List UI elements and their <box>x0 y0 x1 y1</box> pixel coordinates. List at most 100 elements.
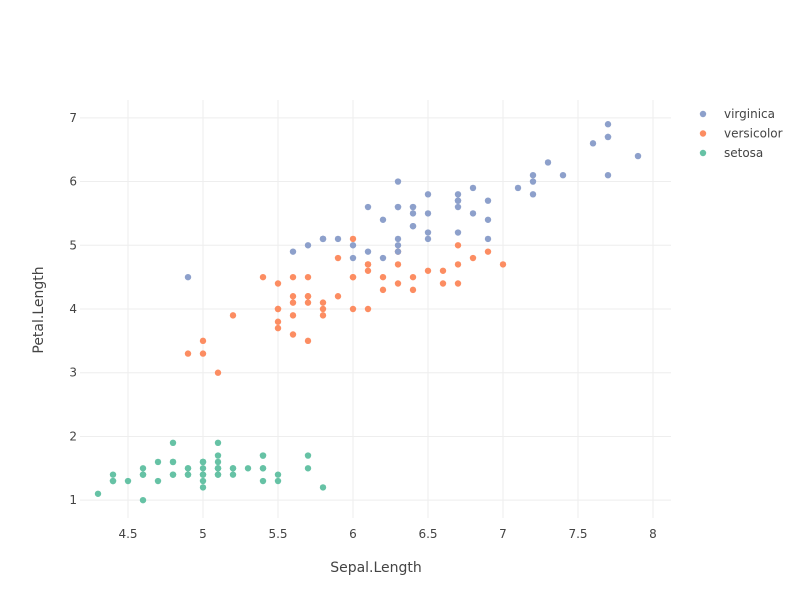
setosa-point[interactable] <box>214 452 222 459</box>
virginica-point[interactable] <box>184 273 192 281</box>
versicolor-point[interactable] <box>289 273 297 281</box>
virginica-point[interactable] <box>424 210 432 217</box>
virginica-point[interactable] <box>349 254 357 262</box>
virginica-point[interactable] <box>424 235 432 243</box>
virginica-point[interactable] <box>604 171 612 179</box>
versicolor-point[interactable] <box>364 261 372 268</box>
setosa-point[interactable] <box>169 471 177 478</box>
versicolor-point[interactable] <box>289 293 297 300</box>
virginica-point[interactable] <box>514 184 522 192</box>
legend-item-setosa[interactable]: setosa <box>699 146 763 160</box>
setosa-point[interactable] <box>139 465 147 472</box>
virginica-point[interactable] <box>484 216 492 223</box>
virginica-point[interactable] <box>409 222 417 230</box>
versicolor-point[interactable] <box>304 299 312 306</box>
setosa-point[interactable] <box>124 477 132 485</box>
setosa-point[interactable] <box>259 477 267 485</box>
versicolor-point[interactable] <box>214 369 222 376</box>
setosa-point[interactable] <box>199 471 207 478</box>
versicolor-point[interactable] <box>454 242 462 249</box>
virginica-point[interactable] <box>454 191 462 198</box>
versicolor-point[interactable] <box>274 305 282 313</box>
virginica-point[interactable] <box>454 203 462 211</box>
versicolor-point[interactable] <box>184 350 192 357</box>
setosa-point[interactable] <box>259 452 267 459</box>
virginica-point[interactable] <box>469 184 477 192</box>
setosa-point[interactable] <box>154 458 162 466</box>
setosa-point[interactable] <box>169 439 177 447</box>
virginica-point[interactable] <box>394 242 402 249</box>
setosa-point[interactable] <box>214 465 222 472</box>
setosa-point[interactable] <box>274 471 282 478</box>
setosa-point[interactable] <box>229 471 237 478</box>
versicolor-point[interactable] <box>379 286 387 294</box>
virginica-point[interactable] <box>604 133 612 141</box>
setosa-point[interactable] <box>214 458 222 466</box>
setosa-point[interactable] <box>304 465 312 472</box>
virginica-point[interactable] <box>334 235 342 243</box>
versicolor-point[interactable] <box>454 280 462 287</box>
setosa-point[interactable] <box>214 439 222 447</box>
versicolor-point[interactable] <box>364 305 372 313</box>
virginica-point[interactable] <box>409 210 417 217</box>
setosa-point[interactable] <box>214 471 222 478</box>
virginica-point[interactable] <box>409 203 417 211</box>
versicolor-point[interactable] <box>289 299 297 306</box>
versicolor-point[interactable] <box>409 273 417 281</box>
versicolor-point[interactable] <box>289 331 297 338</box>
virginica-point[interactable] <box>424 191 432 198</box>
versicolor-point[interactable] <box>349 305 357 313</box>
setosa-point[interactable] <box>199 458 207 466</box>
virginica-point[interactable] <box>364 248 372 255</box>
versicolor-point[interactable] <box>274 318 282 325</box>
versicolor-point[interactable] <box>334 254 342 262</box>
setosa-point[interactable] <box>244 465 252 472</box>
setosa-point[interactable] <box>184 471 192 478</box>
virginica-point[interactable] <box>364 203 372 211</box>
virginica-point[interactable] <box>424 229 432 236</box>
setosa-point[interactable] <box>139 471 147 478</box>
versicolor-point[interactable] <box>379 273 387 281</box>
setosa-point[interactable] <box>154 477 162 485</box>
versicolor-point[interactable] <box>319 305 327 313</box>
legend[interactable]: virginica versicolor setosa <box>699 107 783 160</box>
versicolor-point[interactable] <box>349 273 357 281</box>
setosa-point[interactable] <box>229 465 237 472</box>
setosa-point[interactable] <box>109 477 117 485</box>
versicolor-point[interactable] <box>199 350 207 357</box>
versicolor-point[interactable] <box>394 280 402 287</box>
setosa-point[interactable] <box>199 484 207 491</box>
virginica-point[interactable] <box>289 248 297 255</box>
versicolor-point[interactable] <box>274 324 282 332</box>
versicolor-point[interactable] <box>334 293 342 300</box>
versicolor-point[interactable] <box>319 312 327 319</box>
versicolor-point[interactable] <box>439 280 447 287</box>
versicolor-point[interactable] <box>304 293 312 300</box>
virginica-point[interactable] <box>304 242 312 249</box>
virginica-point[interactable] <box>319 235 327 243</box>
versicolor-point[interactable] <box>274 280 282 287</box>
virginica-point[interactable] <box>454 229 462 236</box>
setosa-point[interactable] <box>319 484 327 491</box>
virginica-point[interactable] <box>349 242 357 249</box>
versicolor-point[interactable] <box>409 286 417 294</box>
setosa-point[interactable] <box>304 452 312 459</box>
versicolor-point[interactable] <box>394 261 402 268</box>
setosa-point[interactable] <box>109 471 117 478</box>
versicolor-point[interactable] <box>454 261 462 268</box>
setosa-point[interactable] <box>199 465 207 472</box>
versicolor-point[interactable] <box>364 267 372 274</box>
virginica-point[interactable] <box>604 121 612 128</box>
legend-item-virginica[interactable]: virginica <box>699 107 775 121</box>
setosa-point[interactable] <box>274 477 282 485</box>
setosa-point[interactable] <box>259 465 267 472</box>
versicolor-point[interactable] <box>469 254 477 262</box>
virginica-point[interactable] <box>529 191 537 198</box>
versicolor-point[interactable] <box>319 299 327 306</box>
virginica-point[interactable] <box>394 203 402 211</box>
versicolor-point[interactable] <box>439 267 447 274</box>
virginica-point[interactable] <box>544 159 552 166</box>
setosa-point[interactable] <box>169 458 177 466</box>
virginica-point[interactable] <box>394 248 402 255</box>
virginica-point[interactable] <box>394 235 402 243</box>
